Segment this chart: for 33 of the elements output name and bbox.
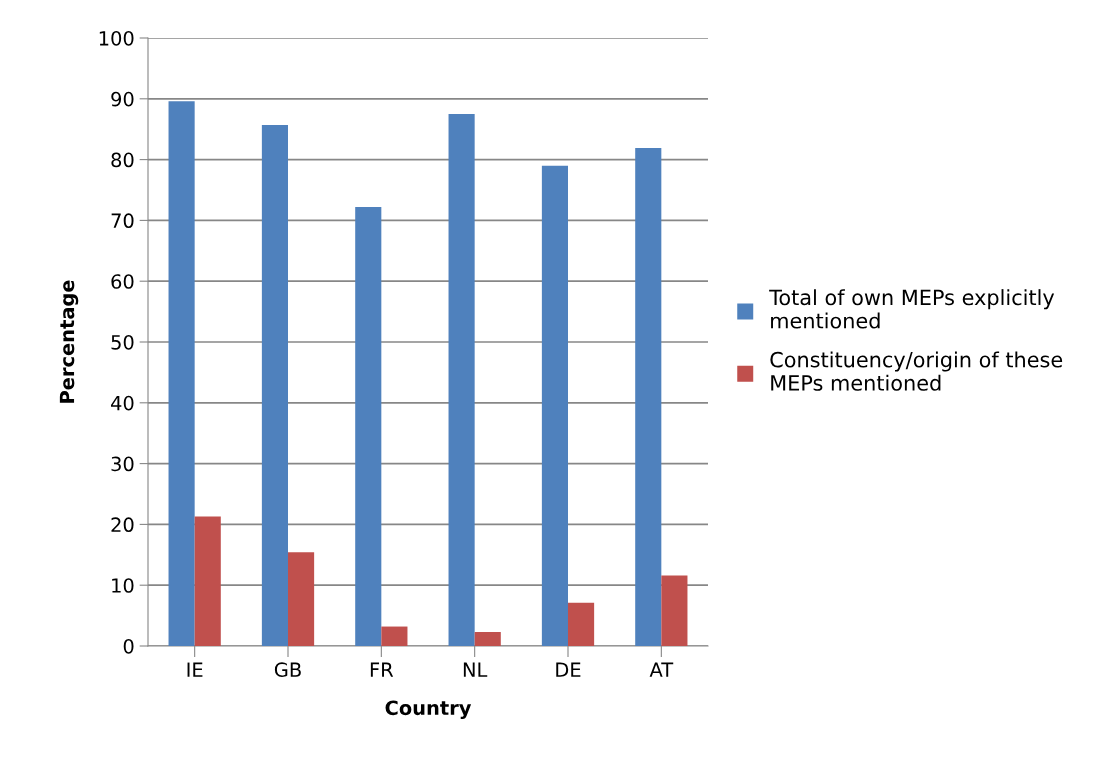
bar: [194, 516, 221, 646]
x-tick-label: FR: [370, 662, 394, 677]
bar: [168, 101, 195, 646]
bar: [635, 148, 662, 646]
bar: [541, 165, 568, 646]
bar: [381, 626, 408, 646]
y-tick-label: 80: [111, 152, 134, 168]
y-tick-label: 10: [112, 578, 134, 593]
y-tick-label: 50: [111, 334, 134, 350]
bar: [448, 114, 475, 646]
bar: [661, 575, 688, 646]
y-tick-label: 70: [111, 213, 134, 229]
bar: [568, 602, 595, 646]
bar: [288, 552, 315, 646]
y-tick-label: 40: [111, 395, 134, 411]
bar: [355, 207, 382, 646]
x-tick-label: DE: [556, 662, 581, 677]
y-tick-label: 0: [123, 638, 134, 654]
x-tick-label: NL: [463, 662, 488, 677]
y-tick-label: 100: [99, 30, 134, 46]
bar: [474, 632, 501, 646]
legend-label: Constituency/origin of these MEPs mentioned: [770, 351, 1063, 391]
y-tick-label: 60: [111, 274, 134, 289]
x-tick-label: IE: [187, 662, 203, 677]
y-tick-label: 20: [111, 517, 134, 533]
y-axis-title: Percentage: [59, 280, 79, 403]
y-tick-label: 30: [111, 456, 134, 472]
x-axis-title: Country: [385, 700, 472, 720]
y-tick-label: 90: [111, 91, 134, 107]
legend-label: Total of own MEPs explicitly mentioned: [769, 289, 1055, 329]
bar: [261, 124, 288, 646]
x-tick-label: AT: [649, 662, 674, 677]
x-tick-label: GB: [274, 662, 301, 678]
